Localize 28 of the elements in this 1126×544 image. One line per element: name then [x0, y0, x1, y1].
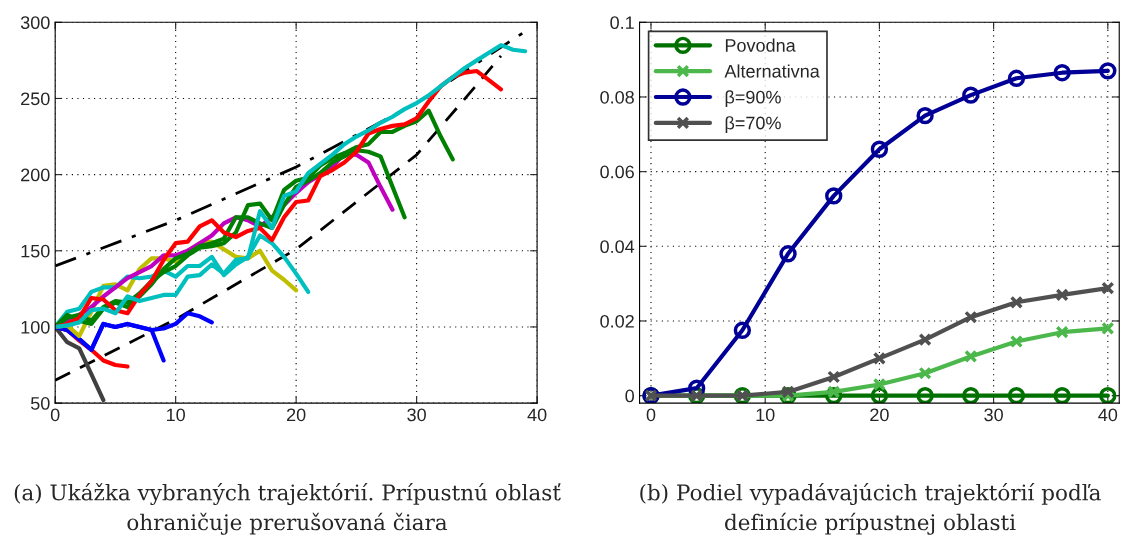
text: (b) Podiel vypadávajúcich trajektórií podľa definície prípustnej oblasti [640, 483, 1101, 535]
y-tick-label: 0.02 [600, 314, 634, 328]
y-tick-label: 100 [21, 320, 50, 334]
x-tick-label: 0 [50, 408, 60, 422]
y-tick-label: 0.04 [600, 240, 635, 254]
x-tick-label: 20 [870, 408, 889, 422]
y-tick-label: 0.1 [610, 16, 634, 30]
legend-label: Povodna [725, 38, 796, 52]
x-tick-label: 40 [1098, 408, 1118, 422]
x-tick-label: 0 [646, 408, 656, 422]
y-tick-label: 0.06 [600, 165, 634, 179]
legend-label: β=90% [725, 90, 781, 108]
y-tick-label: 0.08 [600, 90, 634, 104]
x-tick-label: 30 [407, 408, 426, 422]
y-tick-label: 150 [21, 244, 50, 258]
y-tick-label: 200 [21, 168, 50, 182]
y-tick-label: 50 [30, 397, 50, 410]
x-tick-label: 30 [984, 408, 1003, 422]
legend-label: β=70% [725, 116, 781, 133]
x-tick-label: 20 [287, 408, 306, 422]
y-tick-label: 300 [20, 16, 50, 30]
y-tick-label: 0 [625, 389, 634, 403]
y-tick-label: 250 [21, 92, 50, 106]
x-tick-label: 10 [166, 408, 185, 422]
text: (a) Ukážka vybraných trajektórií. Prípustnú oblasť ohraničuje prerušovaná čiara [14, 483, 561, 535]
legend-label: Alternativna [724, 64, 820, 78]
x-tick-label: 40 [527, 408, 547, 422]
x-tick-label: 10 [756, 408, 775, 422]
